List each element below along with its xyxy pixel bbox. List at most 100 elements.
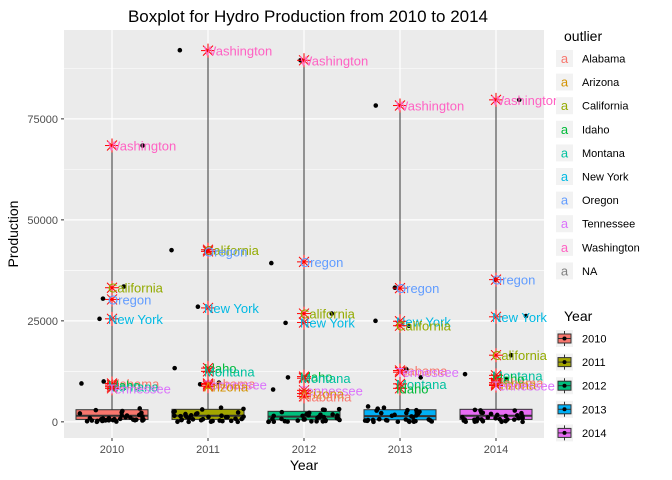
data-point <box>523 313 529 319</box>
legend-key-glyph: a <box>561 145 569 160</box>
outlier-marker <box>202 302 214 314</box>
jitter-points-layer <box>77 47 529 425</box>
legend-outlier-label: Alabama <box>582 54 626 66</box>
data-point <box>93 407 99 413</box>
outlier-label: New York <box>396 314 451 329</box>
x-axis: 2010 2011 2012 2013 2014 <box>100 438 508 456</box>
outlier-marker <box>202 246 214 257</box>
data-point <box>418 375 424 380</box>
data-point <box>199 407 205 412</box>
legend-outlier-label: Arizona <box>582 77 620 89</box>
legend-year-title: Year <box>564 308 593 324</box>
x-axis-title: Year <box>290 457 319 473</box>
legend-year-label: 2013 <box>582 404 606 416</box>
data-point <box>519 415 525 421</box>
data-point <box>140 143 145 148</box>
outlier-marker <box>202 380 214 392</box>
legend-key-glyph: a <box>561 193 569 208</box>
data-point <box>330 412 335 417</box>
outlier-2010-tennessee: Tennessee <box>105 381 171 396</box>
data-point <box>193 411 199 417</box>
outlier-marker <box>490 349 502 361</box>
outlier-2011-arizona: Arizona <box>201 379 249 394</box>
outlier-2011-montana: Montana <box>201 364 255 379</box>
data-point <box>117 416 123 422</box>
legend-key-point <box>562 360 567 365</box>
outlier-2012-alabama: Alabama <box>297 389 352 404</box>
data-point <box>186 419 191 425</box>
outlier-2010-washington: Washington <box>105 138 176 154</box>
data-point <box>89 418 95 423</box>
data-point <box>405 407 410 413</box>
data-point <box>409 414 414 419</box>
legend-key-glyph: a <box>561 75 569 90</box>
legend-year-label: 2011 <box>582 357 606 369</box>
data-point <box>365 417 371 423</box>
outlier-label: Washington <box>204 44 272 59</box>
outlier-label: California <box>492 348 548 363</box>
data-point <box>98 417 104 422</box>
outlier-marker <box>490 311 502 323</box>
y-tick-label: 25000 <box>27 316 58 328</box>
data-point <box>79 381 84 386</box>
outlier-label: Tennessee <box>492 378 555 393</box>
outlier-label: Alabama <box>492 376 544 391</box>
data-point <box>285 375 291 380</box>
data-point <box>178 413 183 419</box>
outliers-layer: Washington California Oregon New York Alabam… <box>105 43 560 404</box>
data-point <box>503 413 509 419</box>
legend-key-glyph: a <box>561 263 569 278</box>
legend-key <box>556 168 573 185</box>
data-point <box>190 417 196 422</box>
x-tick-label: 2013 <box>388 444 412 456</box>
data-point <box>315 415 320 421</box>
data-point <box>282 418 288 424</box>
outlier-label: Washington <box>300 53 368 68</box>
outlier-label: Tennessee <box>300 383 363 398</box>
data-point <box>414 413 419 418</box>
data-point <box>100 296 106 301</box>
data-point <box>373 103 379 108</box>
data-point <box>381 405 387 411</box>
data-point <box>269 260 274 266</box>
outlier-label: California <box>204 243 260 258</box>
y-tick-label: 0 <box>52 417 58 429</box>
legend-key-point <box>562 407 567 412</box>
outlier-marker <box>298 308 310 319</box>
data-point <box>488 411 494 417</box>
legend-key-glyph: a <box>561 169 569 184</box>
data-point <box>514 413 520 418</box>
data-point <box>516 97 522 103</box>
data-point <box>494 412 500 418</box>
outlier-label: Arizona <box>204 379 249 394</box>
outlier-label: Oregon <box>396 281 439 296</box>
outlier-label: Tennessee <box>396 365 459 380</box>
outlier-label: New York <box>204 301 259 316</box>
box-2013 <box>363 105 437 421</box>
legend-outlier-label: Oregon <box>582 195 619 207</box>
legend-year: Year 2010 2011 2012 2013 2014 <box>556 308 606 442</box>
outlier-label: Alabama <box>108 376 160 391</box>
data-point <box>329 311 335 316</box>
data-point <box>177 47 183 53</box>
data-point <box>485 415 491 420</box>
legend-outlier-label: Tennessee <box>582 219 635 231</box>
data-point <box>195 304 201 310</box>
outlier-label: Alabama <box>396 364 448 379</box>
outlier-label: Montana <box>300 371 351 386</box>
outlier-2013-idaho: Idaho <box>393 381 429 396</box>
outlier-2010-oregon: Oregon <box>105 292 151 307</box>
box-body <box>171 408 245 420</box>
data-point <box>370 417 376 423</box>
data-point <box>323 417 328 423</box>
legend-key <box>556 50 573 67</box>
data-point <box>84 419 90 424</box>
data-point <box>519 410 524 416</box>
legend-key-point <box>562 383 567 388</box>
data-point <box>121 284 127 289</box>
data-point <box>233 416 238 422</box>
outlier-label: Oregon <box>300 255 343 270</box>
data-point <box>200 416 206 422</box>
data-point <box>97 316 102 322</box>
outlier-2010-new-york: New York <box>105 311 163 327</box>
